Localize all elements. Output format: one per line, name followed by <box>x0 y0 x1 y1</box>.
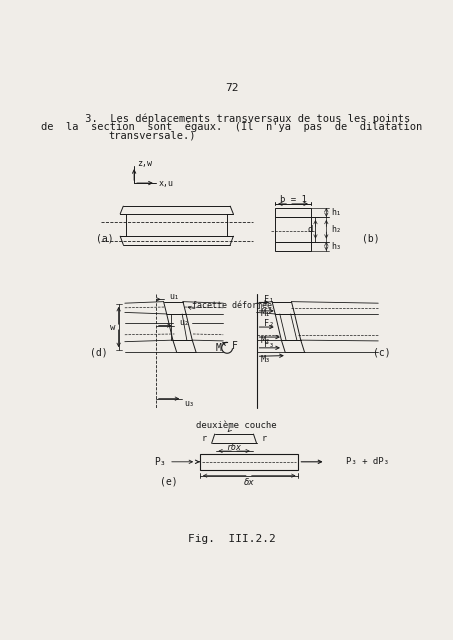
Text: h₃: h₃ <box>331 242 341 251</box>
Text: (b): (b) <box>361 234 379 243</box>
Text: (a): (a) <box>96 234 114 243</box>
Text: M₁: M₁ <box>260 308 270 317</box>
Bar <box>275 208 311 217</box>
Text: w: w <box>110 323 115 332</box>
Text: de  la  section  sont  égaux.  (Il  n'ya  pas  de  dilatation: de la section sont égaux. (Il n'ya pas d… <box>41 122 422 132</box>
Text: h₁: h₁ <box>331 208 341 217</box>
Text: x,u: x,u <box>159 179 174 188</box>
Text: 72: 72 <box>225 83 239 93</box>
Text: rδx: rδx <box>226 444 241 452</box>
Text: (c): (c) <box>373 348 391 358</box>
Text: M₂: M₂ <box>260 335 270 344</box>
Text: δx: δx <box>243 478 254 487</box>
Text: d: d <box>307 225 313 234</box>
Text: transversale.): transversale.) <box>109 131 196 140</box>
Bar <box>275 241 311 251</box>
Bar <box>275 217 311 241</box>
Bar <box>200 454 299 470</box>
Text: b = 1: b = 1 <box>280 195 306 205</box>
Text: P₃ + dP₃: P₃ + dP₃ <box>347 458 390 467</box>
Text: F₃: F₃ <box>264 340 275 349</box>
Text: u₁: u₁ <box>169 292 179 301</box>
Text: F₁: F₁ <box>264 295 275 304</box>
Text: r: r <box>202 434 207 443</box>
Text: h₂: h₂ <box>331 225 341 234</box>
Text: facette déformée: facette déformée <box>192 301 272 310</box>
Text: M: M <box>216 343 222 353</box>
Text: 3.  Les déplacements transversaux de tous les points: 3. Les déplacements transversaux de tous… <box>53 114 410 124</box>
Text: deuxième couche: deuxième couche <box>196 421 277 430</box>
Text: r: r <box>261 434 266 443</box>
Text: u₃: u₃ <box>184 399 194 408</box>
Text: F: F <box>232 341 238 351</box>
Text: M₃: M₃ <box>260 355 270 364</box>
Text: (e): (e) <box>160 476 178 486</box>
Text: Fig.  III.2.2: Fig. III.2.2 <box>188 534 275 544</box>
Text: u₂: u₂ <box>179 318 189 327</box>
Text: F₂: F₂ <box>264 319 275 328</box>
Text: P₃: P₃ <box>154 457 166 467</box>
Text: (d): (d) <box>91 348 108 358</box>
Text: z,w: z,w <box>137 159 152 168</box>
